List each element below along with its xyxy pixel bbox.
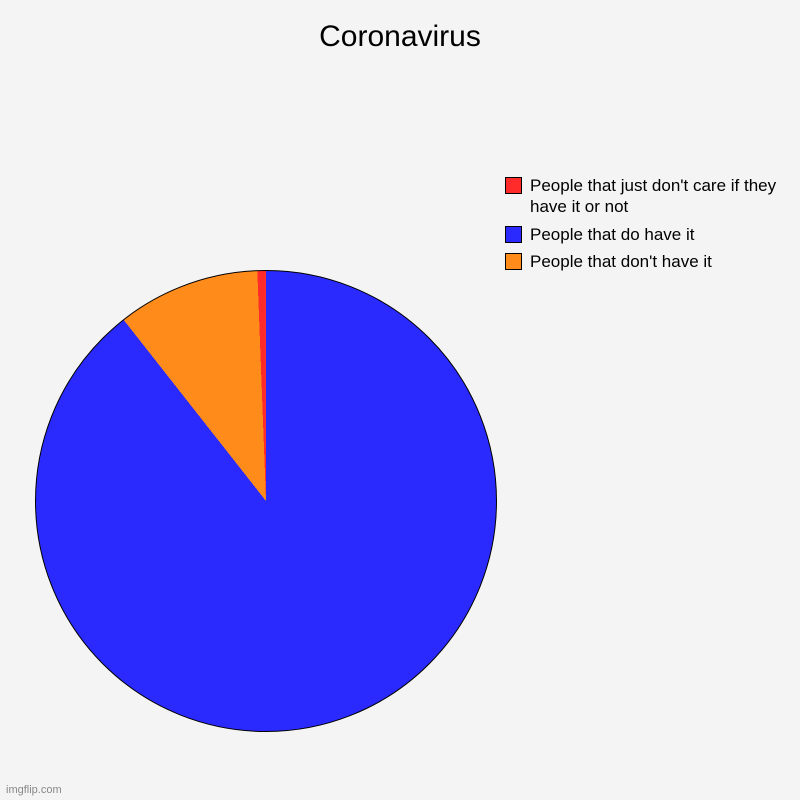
chart-canvas: Coronavirus People that just don't care … [0, 0, 800, 800]
pie-body [35, 270, 497, 732]
watermark: imgflip.com [6, 784, 62, 796]
legend-swatch [505, 226, 522, 243]
legend-item: People that do have it [505, 224, 785, 245]
pie-chart [35, 270, 497, 732]
legend-swatch [505, 253, 522, 270]
legend-label: People that just don't care if they have… [530, 175, 785, 218]
legend-item: People that just don't care if they have… [505, 175, 785, 218]
legend: People that just don't care if they have… [505, 175, 785, 278]
legend-label: People that don't have it [530, 251, 712, 272]
legend-swatch [505, 177, 522, 194]
chart-title: Coronavirus [0, 20, 800, 54]
legend-label: People that do have it [530, 224, 694, 245]
legend-item: People that don't have it [505, 251, 785, 272]
